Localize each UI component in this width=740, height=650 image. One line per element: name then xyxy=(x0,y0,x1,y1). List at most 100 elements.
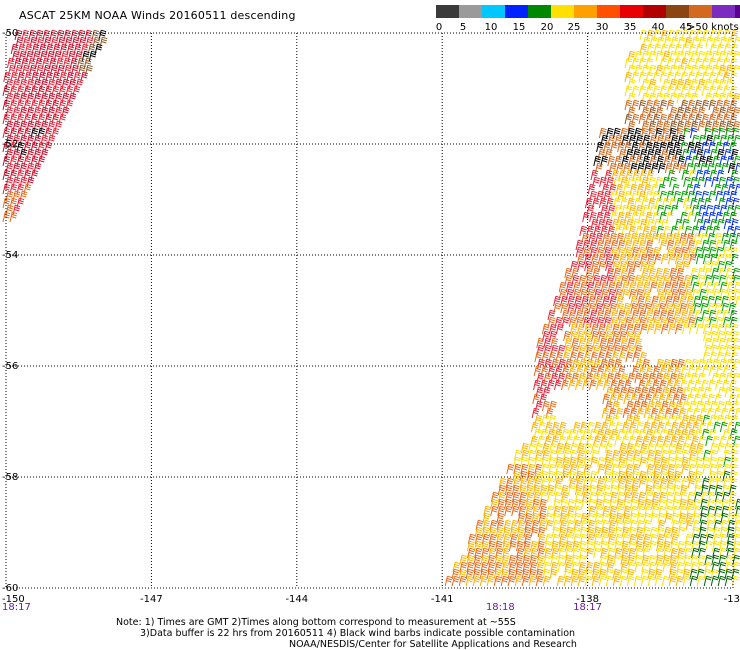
wind-barb xyxy=(600,526,609,538)
wind-barb xyxy=(659,365,668,377)
wind-barb xyxy=(637,393,646,405)
wind-barb xyxy=(582,246,591,258)
wind-barb xyxy=(654,575,663,587)
wind-barb xyxy=(725,78,734,90)
wind-barb xyxy=(54,78,63,90)
wind-barb xyxy=(607,533,616,545)
wind-barb xyxy=(666,365,675,377)
wind-barb xyxy=(578,274,587,286)
wind-barb xyxy=(690,92,699,104)
wind-barb xyxy=(540,477,549,489)
longitude-label: -147 xyxy=(140,594,163,605)
wind-barb xyxy=(646,463,655,475)
wind-barb xyxy=(672,491,681,503)
wind-barb xyxy=(637,491,646,503)
wind-barb xyxy=(59,43,68,55)
wind-barb xyxy=(572,281,581,293)
wind-barb xyxy=(670,547,678,559)
wind-barb xyxy=(631,316,640,328)
wind-barb xyxy=(642,358,650,370)
wind-barb xyxy=(695,323,704,335)
wind-barb xyxy=(588,505,597,517)
wind-barb xyxy=(646,253,655,265)
wind-barb xyxy=(30,127,39,139)
wind-barb xyxy=(561,428,570,440)
wind-barb xyxy=(517,512,526,524)
wind-barb xyxy=(661,449,669,461)
wind-barb xyxy=(663,155,672,167)
wind-barb xyxy=(639,351,648,363)
wind-barb xyxy=(599,337,608,349)
wind-barb xyxy=(509,526,518,538)
wind-barb xyxy=(664,512,673,524)
wind-barb xyxy=(602,295,610,307)
wind-barb xyxy=(728,491,737,503)
wind-barb xyxy=(718,92,727,104)
wind-barb xyxy=(620,337,629,349)
wind-barb xyxy=(531,407,540,419)
wind-barb xyxy=(609,295,617,307)
wind-barb xyxy=(571,561,580,573)
wind-barb xyxy=(511,484,520,496)
wind-barb xyxy=(656,435,665,447)
wind-barb xyxy=(605,400,613,412)
wind-barb xyxy=(598,127,607,139)
wind-barb xyxy=(641,561,650,573)
wind-barb xyxy=(541,414,550,426)
wind-barb xyxy=(30,155,39,167)
wind-barb xyxy=(546,505,555,517)
wind-barb xyxy=(684,281,693,293)
wind-barb xyxy=(651,295,659,307)
colorbar-label: 35 xyxy=(623,22,637,33)
wind-barb xyxy=(532,484,541,496)
wind-barb xyxy=(651,498,659,510)
wind-barb xyxy=(603,428,612,440)
wind-barb xyxy=(596,379,604,391)
wind-barb xyxy=(704,176,712,188)
wind-barb xyxy=(684,435,693,447)
wind-barb xyxy=(656,134,665,146)
wind-barb xyxy=(704,50,713,62)
wind-barb xyxy=(643,183,652,195)
wind-barb xyxy=(514,568,523,580)
wind-barb xyxy=(635,155,644,167)
wind-barb xyxy=(557,344,566,356)
wind-barb xyxy=(652,316,661,328)
wind-barb xyxy=(537,547,545,559)
wind-barb xyxy=(732,106,740,118)
wind-barb xyxy=(631,365,640,377)
wind-barb xyxy=(541,351,550,363)
wind-barb xyxy=(688,442,697,454)
wind-barb xyxy=(479,575,488,587)
latitude-label: -60 xyxy=(2,583,18,594)
wind-barb xyxy=(608,519,617,531)
wind-barb xyxy=(504,505,513,517)
wind-barb xyxy=(84,29,93,41)
wind-barb xyxy=(483,505,492,517)
wind-barb xyxy=(638,71,647,83)
wind-barb xyxy=(593,421,602,433)
wind-barb xyxy=(488,547,496,559)
wind-barb xyxy=(583,351,592,363)
wind-barb xyxy=(639,43,648,55)
wind-barb xyxy=(601,183,610,195)
wind-barb xyxy=(693,505,702,517)
wind-barb xyxy=(655,120,664,132)
wind-barb xyxy=(699,519,708,531)
wind-barb xyxy=(683,274,692,286)
wind-barb xyxy=(723,442,732,454)
wind-barb xyxy=(733,281,740,293)
wind-barb xyxy=(591,330,599,342)
wind-barb xyxy=(20,57,29,69)
wind-barb xyxy=(624,85,633,97)
wind-barb xyxy=(634,561,643,573)
wind-barb xyxy=(518,498,526,510)
wind-barb xyxy=(73,71,82,83)
wind-barb xyxy=(600,155,609,167)
wind-barb xyxy=(571,344,580,356)
wind-barb xyxy=(600,547,608,559)
wind-barb xyxy=(704,120,713,132)
wind-barb xyxy=(676,64,685,76)
wind-barb xyxy=(673,113,682,125)
